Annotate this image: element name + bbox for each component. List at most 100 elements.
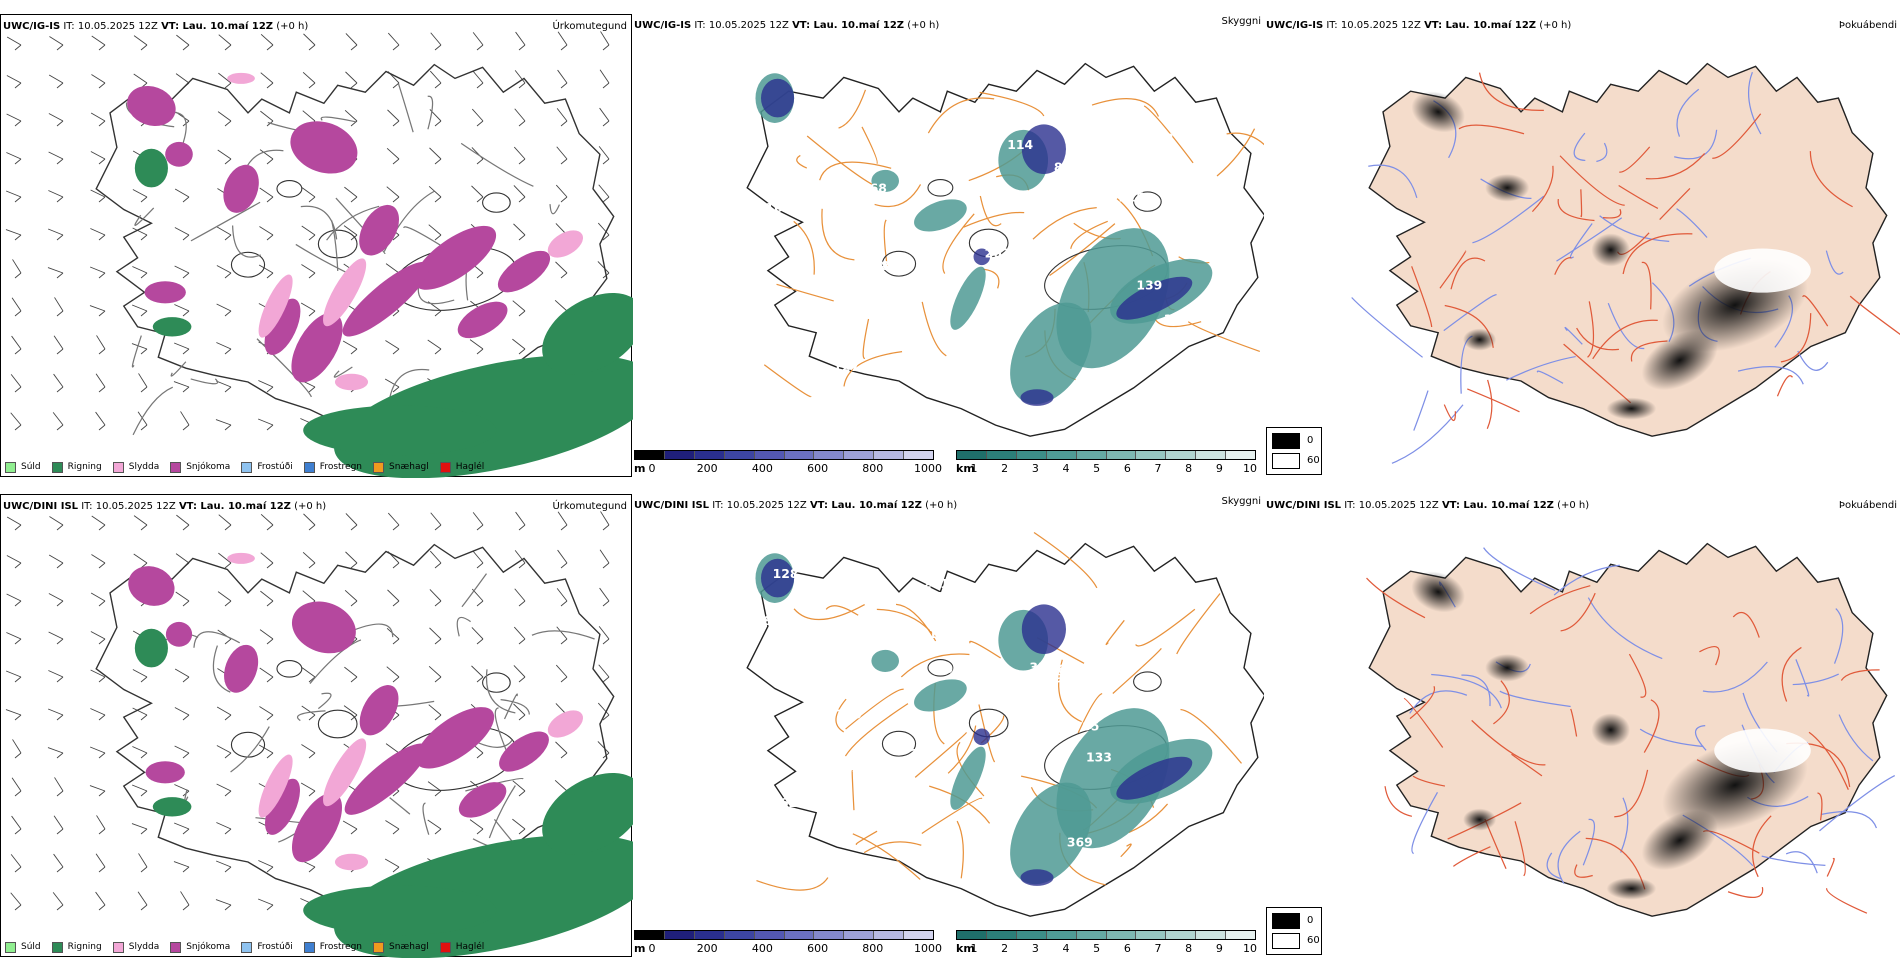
visibility-colorbar	[956, 450, 1256, 460]
wind-barb	[302, 110, 316, 122]
wind-barb-flag	[392, 120, 400, 127]
wind-barb	[91, 515, 106, 526]
map-canvas[interactable]: 3051681620442141138164165148168139215143…	[632, 14, 1264, 477]
road-line	[170, 361, 187, 377]
wind-barb	[131, 343, 148, 350]
cloud-base-label: 16	[1179, 201, 1196, 216]
wind-barb	[555, 664, 568, 678]
legend-swatch	[303, 461, 315, 473]
road-line	[1443, 404, 1456, 421]
legend-item: Frostúði	[241, 461, 293, 473]
wind-barb-flag	[308, 676, 316, 683]
wind-barb-flag	[476, 158, 484, 165]
road-line	[763, 364, 812, 398]
snow-area	[291, 792, 343, 863]
wind-barb	[303, 513, 316, 526]
map-canvas[interactable]	[1, 495, 633, 958]
sleet-area	[258, 754, 293, 818]
map-canvas[interactable]	[1264, 494, 1900, 957]
wind-barb-flag	[392, 348, 400, 355]
wind-barb-flag	[602, 714, 610, 721]
wind-barb-flag	[224, 562, 232, 569]
panel-title: UWC/IG-IS IT: 10.05.2025 12Z VT: Lau. 10…	[1266, 20, 1571, 32]
wind-barb	[216, 265, 232, 274]
wind-barb-flag	[308, 310, 316, 317]
map-canvas[interactable]	[1, 15, 633, 478]
river-line	[1737, 366, 1804, 385]
wind-barb	[429, 147, 442, 160]
wind-barb	[90, 112, 106, 122]
road-line	[963, 211, 1025, 228]
road-line	[485, 669, 516, 714]
cloud-base-label: 85	[1082, 719, 1099, 734]
glacier-outline	[276, 659, 303, 678]
wind-barb-flag	[98, 234, 106, 241]
wind-barb-flag	[56, 424, 64, 431]
iceland-map	[95, 543, 633, 958]
legend-label: Snjókoma	[186, 942, 231, 952]
legend-label: Rigning	[67, 462, 102, 472]
wind-barb	[514, 550, 526, 564]
wind-barb-flag	[14, 44, 22, 51]
wind-barb	[48, 151, 64, 160]
wind-barb	[216, 745, 232, 754]
wind-barb	[513, 703, 526, 716]
wind-barb-flag	[98, 866, 106, 873]
road-line	[1849, 295, 1900, 336]
map-canvas[interactable]	[1264, 14, 1900, 477]
wind-barb	[89, 746, 106, 754]
wind-barb	[133, 515, 148, 526]
wind-barb-flag	[434, 676, 442, 683]
wind-barb-flag	[56, 44, 64, 51]
wind-barb	[53, 373, 64, 388]
wind-barb	[174, 265, 190, 274]
panel-parameter-label: Úrkomutegund	[552, 501, 627, 512]
road-line	[1780, 313, 1812, 363]
wind-barb-flag	[98, 828, 106, 835]
cloud-base-label: 205	[910, 746, 936, 761]
wind-barb	[138, 853, 148, 868]
colorbar-segment	[1136, 931, 1167, 939]
wind-barb-flag	[434, 638, 442, 645]
sleet-area	[227, 552, 255, 564]
wind-barb	[598, 664, 610, 678]
road-line	[1826, 888, 1868, 914]
road-line	[1808, 731, 1849, 790]
wind-barb	[174, 304, 190, 312]
cloud-base-label: 126	[1040, 661, 1066, 676]
wind-barb	[90, 708, 106, 716]
colorbar-ticks: 1 2 3 4 5 6 7 8 9 10	[971, 462, 1258, 476]
cloud-base-label: 362	[771, 795, 797, 810]
cloud-base-label: 131	[897, 87, 923, 102]
road-line	[1531, 165, 1554, 213]
wind-barb-flag	[56, 310, 64, 317]
wind-barb-flag	[602, 120, 610, 127]
legend-item: Haglél	[439, 941, 484, 953]
colorbar-segment	[1106, 451, 1137, 459]
wind-barb	[90, 228, 106, 236]
wind-barb-flag	[350, 828, 358, 835]
wind-barb-flag	[98, 272, 106, 279]
wind-barb	[216, 706, 232, 716]
road-line	[1727, 887, 1764, 898]
rain-area	[303, 885, 497, 936]
wind-barb	[384, 378, 400, 388]
wind-barb-flag	[56, 82, 64, 89]
wind-barb	[427, 339, 442, 350]
wind-barb-flag	[98, 386, 106, 393]
low-cloud-base-area	[1021, 604, 1066, 654]
wind-barb	[301, 744, 316, 754]
wind-barb-flag	[224, 904, 232, 911]
river-line	[1483, 547, 1556, 592]
snow-area	[497, 250, 551, 293]
wind-barb-flag	[560, 158, 568, 165]
colorbar-segment	[1196, 451, 1227, 459]
legend-item: Snæhagl	[373, 941, 429, 953]
wind-barb	[556, 588, 568, 602]
road-line	[793, 220, 815, 275]
wind-barb-flag	[98, 82, 106, 89]
colorbar-ticks: 0 200 400 600 800 1000	[649, 462, 943, 476]
low-visibility-area	[914, 679, 967, 712]
road-line	[1630, 340, 1668, 362]
